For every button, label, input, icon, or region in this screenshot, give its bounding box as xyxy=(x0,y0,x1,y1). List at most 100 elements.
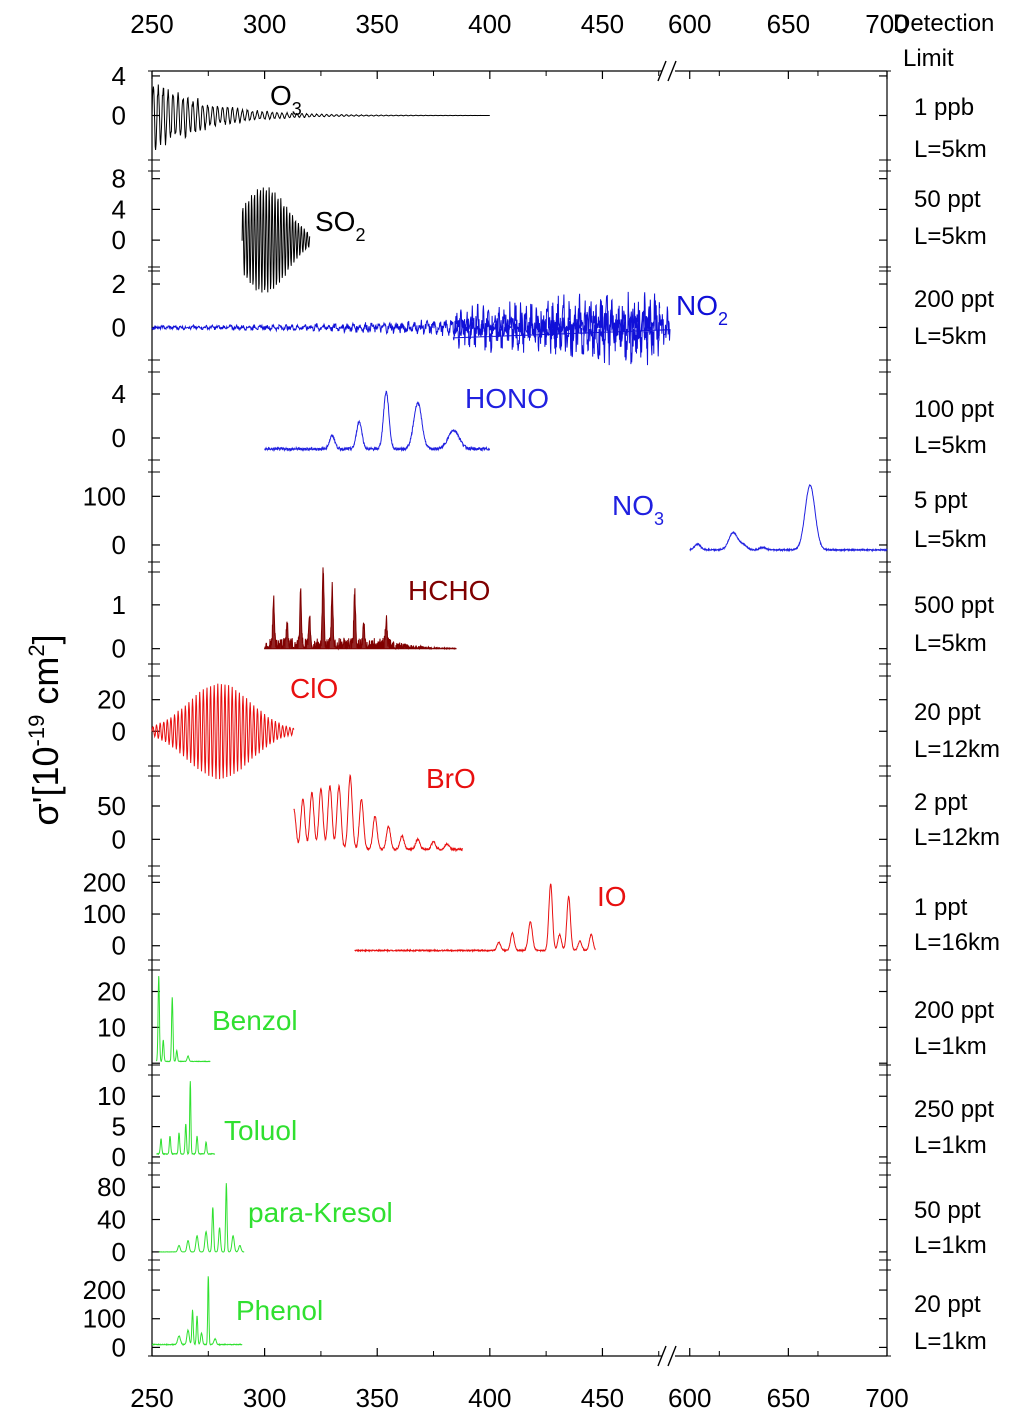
x-tick-label-bottom: 400 xyxy=(468,1383,511,1413)
species-label: HCHO xyxy=(408,575,490,606)
species-label: para-Kresol xyxy=(248,1197,393,1228)
species-label: NO2 xyxy=(676,290,728,329)
detection-limit-value: 50 ppt xyxy=(914,1197,981,1224)
x-axis: 250 250 300 300 350 350 400 400 450 450 600 600 650 6… xyxy=(130,9,908,1413)
species-label: O3 xyxy=(270,80,302,119)
y-tick-label: 200 xyxy=(83,1275,126,1305)
detection-path-length: L=1km xyxy=(914,1232,987,1259)
series-line-hcho xyxy=(264,567,457,651)
species-label: ClO xyxy=(290,673,338,704)
panel-o3: 4 0 O3 1 ppb L=5km xyxy=(112,61,987,163)
detection-path-length: L=5km xyxy=(914,136,987,163)
x-tick-label-top: 400 xyxy=(468,9,511,39)
x-tick-label-bottom: 450 xyxy=(581,1383,624,1413)
y-tick-label: 50 xyxy=(97,791,126,821)
y-tick-label: 40 xyxy=(97,1205,126,1235)
x-tick-label-top: 700 xyxy=(865,9,908,39)
y-tick-label: 0 xyxy=(112,530,126,560)
labels: Detection Limit σ'[10-19 cm2] xyxy=(24,10,994,826)
y-tick-label: 5 xyxy=(112,1112,126,1142)
x-tick-label-top: 650 xyxy=(767,9,810,39)
panel-no2: 2 0 NO2 200 ppt L=5km xyxy=(112,269,994,366)
series-line-bro xyxy=(293,773,463,853)
y-tick-label: 10 xyxy=(97,1012,126,1042)
detection-header: Limit xyxy=(903,45,954,72)
x-tick-label-top: 350 xyxy=(356,9,399,39)
y-tick-label: 4 xyxy=(112,194,126,224)
panel-so2: 840 SO2 50 ppt L=5km xyxy=(112,164,987,293)
detection-limit-value: 500 ppt xyxy=(914,592,994,619)
x-tick-label-bottom: 350 xyxy=(356,1383,399,1413)
chart-frame xyxy=(151,60,888,1367)
y-tick-label: 0 xyxy=(112,1237,126,1267)
y-tick-label: 100 xyxy=(83,1304,126,1334)
y-tick-label: 20 xyxy=(97,977,126,1007)
axis-break-mark xyxy=(667,60,677,82)
detection-limit-value: 250 ppt xyxy=(914,1096,994,1123)
detection-path-length: L=1km xyxy=(914,1033,987,1060)
y-tick-label: 0 xyxy=(112,1332,126,1362)
panel-hono: 4 0 HONO 100 ppt L=5km xyxy=(112,371,994,461)
detection-path-length: L=5km xyxy=(914,223,987,250)
detection-limit-value: 2 ppt xyxy=(914,789,968,816)
x-tick-label-top: 250 xyxy=(130,9,173,39)
detection-limit-value: 20 ppt xyxy=(914,699,981,726)
y-tick-label: 20 xyxy=(97,685,126,715)
y-tick-label: 100 xyxy=(83,481,126,511)
y-tick-label: 0 xyxy=(112,1048,126,1078)
panel-bro: 500 BrO 2 ppt L=12km xyxy=(97,763,1000,867)
detection-path-length: L=5km xyxy=(914,526,987,553)
detection-path-length: L=5km xyxy=(914,323,987,350)
detection-limit-value: 200 ppt xyxy=(914,997,994,1024)
detection-path-length: L=1km xyxy=(914,1328,987,1355)
y-tick-label: 0 xyxy=(112,824,126,854)
y-tick-label: 0 xyxy=(112,312,126,342)
y-tick-label: 0 xyxy=(112,931,126,961)
y-tick-label: 80 xyxy=(97,1172,126,1202)
x-tick-label-bottom: 250 xyxy=(130,1383,173,1413)
detection-limit-value: 20 ppt xyxy=(914,1291,981,1318)
x-tick-label-bottom: 650 xyxy=(767,1383,810,1413)
x-tick-label-top: 300 xyxy=(243,9,286,39)
series-line-no2 xyxy=(151,291,671,366)
y-tick-label: 0 xyxy=(112,634,126,664)
detection-limit-value: 100 ppt xyxy=(914,396,994,423)
x-tick-label-top: 600 xyxy=(668,9,711,39)
y-tick-label: 0 xyxy=(112,716,126,746)
y-tick-label: 4 xyxy=(112,61,126,91)
detection-path-length: L=5km xyxy=(914,630,987,657)
y-tick-label: 2 xyxy=(112,269,126,299)
x-tick-label-bottom: 700 xyxy=(865,1383,908,1413)
axis-break-mark xyxy=(667,1345,677,1367)
y-tick-label: 4 xyxy=(112,379,126,409)
y-tick-label: 10 xyxy=(97,1081,126,1111)
axis-break-mark xyxy=(657,1345,667,1367)
detection-path-length: L=12km xyxy=(914,824,1000,851)
detection-limit-value: 200 ppt xyxy=(914,286,994,313)
series-line-hono xyxy=(264,390,491,453)
x-tick-label-bottom: 600 xyxy=(668,1383,711,1413)
panel-clo: 200 ClO 20 ppt L=12km xyxy=(97,673,1000,780)
species-label: SO2 xyxy=(315,206,365,245)
series-line-so2 xyxy=(241,187,311,293)
species-label: IO xyxy=(597,881,627,912)
y-tick-label: 8 xyxy=(112,164,126,194)
species-label: NO3 xyxy=(612,490,664,529)
detection-path-length: L=12km xyxy=(914,736,1000,763)
y-tick-label: 0 xyxy=(112,423,126,453)
detection-header: Detection xyxy=(893,10,994,37)
x-tick-label-top: 450 xyxy=(581,9,624,39)
series-line-io xyxy=(354,883,596,953)
species-label: Toluol xyxy=(224,1115,297,1146)
y-tick-label: 0 xyxy=(112,1142,126,1172)
series-line-no3 xyxy=(689,483,888,553)
species-label: BrO xyxy=(426,763,476,794)
detection-limit-value: 50 ppt xyxy=(914,186,981,213)
y-tick-label: 0 xyxy=(112,101,126,131)
panel-benzol: 20 10 0 Benzol 200 ppt L=1km xyxy=(97,969,994,1078)
